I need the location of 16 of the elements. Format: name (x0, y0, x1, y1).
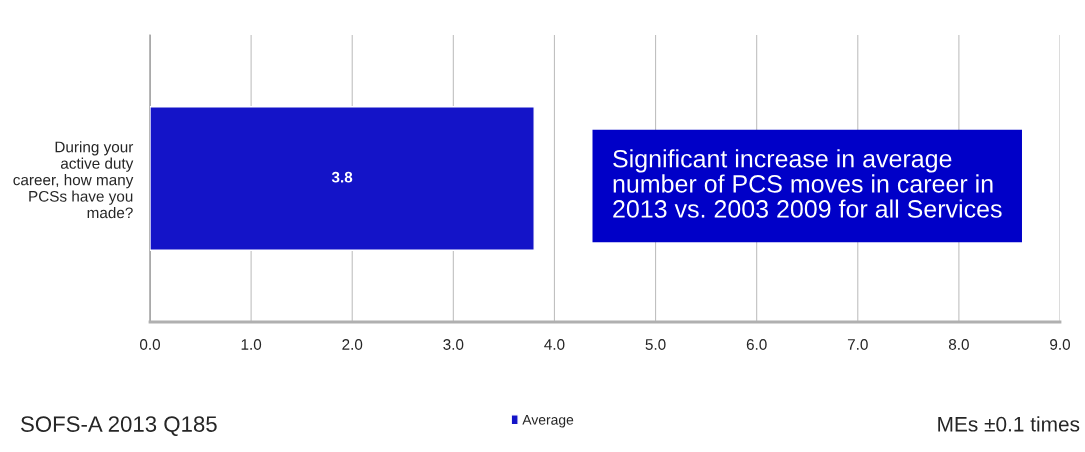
x-tick-label: 0.0 (139, 339, 161, 350)
text: MEs ±0.1 times (938, 416, 1080, 432)
text: SOFS-A 2013 Q185 (21, 416, 217, 436)
x-tick-label: 4.0 (544, 339, 565, 350)
x-tick-label: 2.0 (342, 339, 363, 350)
data-label: 3.8 (331, 171, 353, 183)
x-tick-label: 9.0 (1050, 339, 1071, 350)
x-tick-label: 3.0 (443, 339, 464, 350)
x-tick-label: 6.0 (746, 339, 767, 350)
x-tick-label: 8.0 (948, 339, 969, 350)
annotation: Significant increase in average number of PCS moves in career in 2013 vs. 2003 2009 for all Services (613, 149, 1002, 218)
x-tick-label: 5.0 (645, 339, 666, 350)
legend-label: Average (522, 415, 574, 428)
y-tick-label: During your active duty career, how many PCSs have you made? (13, 141, 134, 219)
x-tick-label: 1.0 (241, 339, 262, 350)
x-tick-label: 7.0 (847, 339, 868, 350)
